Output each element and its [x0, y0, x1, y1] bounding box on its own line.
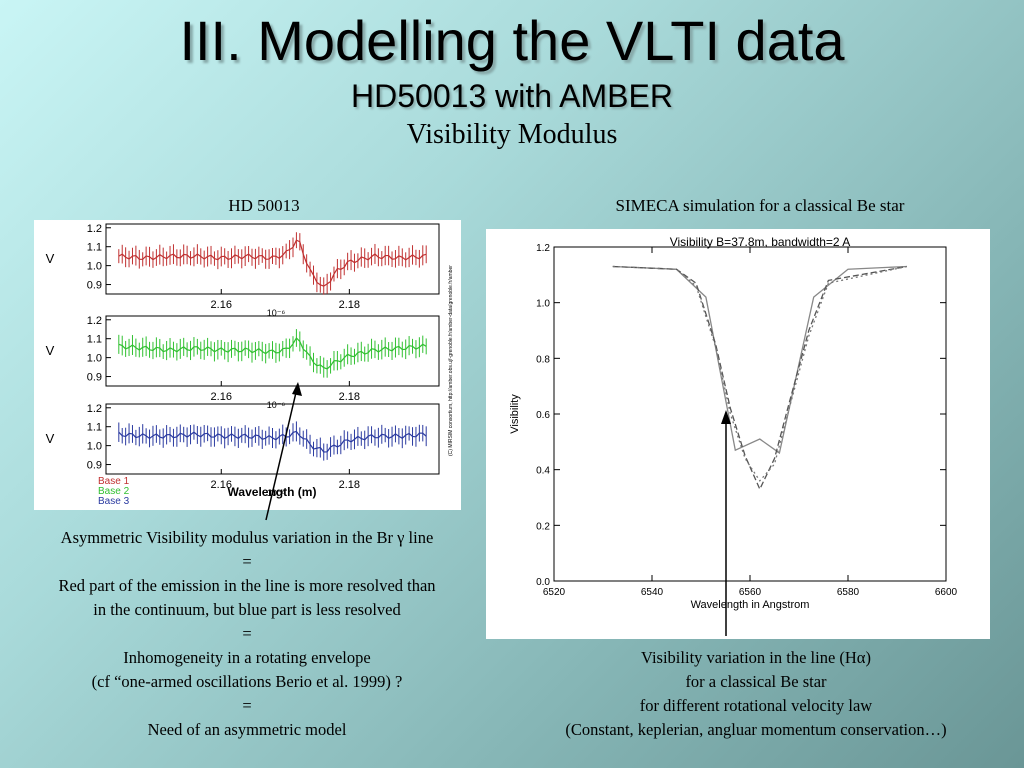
- plot-frame: [553, 246, 947, 582]
- series-line-dash: [612, 265, 907, 491]
- left-caption: Asymmetric Visibility modulus variation …: [4, 526, 490, 742]
- y-tick-label: 0.6: [536, 410, 550, 421]
- slide-title: III. Modelling the VLTI data: [179, 9, 845, 72]
- y-tick-label: 1.0: [536, 299, 550, 310]
- y-tick-label: 1.2: [536, 243, 550, 254]
- caption-line: Red part of the emission in the line is …: [58, 576, 436, 595]
- y-axis-label: V: [46, 251, 55, 266]
- x-tick-label: 6560: [739, 587, 762, 598]
- series-line: [118, 336, 427, 370]
- slide-subtitle: HD50013 with AMBER: [351, 78, 673, 114]
- x-tick-label: 6580: [837, 587, 860, 598]
- caption-line: Need of an asymmetric model: [147, 720, 347, 739]
- left-panel-label: HD 50013: [228, 196, 300, 215]
- caption-line: =: [242, 624, 252, 643]
- right-caption: Visibility variation in the line (Hα) for…: [506, 646, 1006, 742]
- x-tick-label: 2.16: [211, 299, 232, 311]
- simeca-visibility-chart: Visibility B=37.8m, bandwidth=2 A 0.0 0.2 0…: [509, 235, 958, 611]
- x-tick-label: 2.18: [339, 299, 360, 311]
- y-tick-label: 1.1: [87, 422, 102, 434]
- y-tick-label: 0.9: [87, 372, 102, 384]
- caption-line: in the continuum, but blue part is less …: [93, 600, 401, 619]
- y-tick-label: 0.0: [536, 577, 550, 588]
- series-line-dot: [612, 265, 907, 482]
- y-axis-label: Visibility: [509, 394, 521, 434]
- y-tick-label: 0.9: [87, 460, 102, 472]
- legend-entry: Base 3: [98, 496, 130, 507]
- x-multiplier: 10⁻⁶: [267, 400, 286, 410]
- y-tick-label: 1.1: [87, 242, 102, 254]
- y-tick-label: 0.8: [536, 354, 550, 365]
- y-tick-label: 1.2: [87, 403, 102, 415]
- caption-line: =: [242, 552, 252, 571]
- y-tick-label: 1.2: [87, 223, 102, 235]
- left-chart-panel: 1.2 1.1 1.0 0.9 V 2.16 2.18 10⁻⁶ 1.2 1.1 1.0 0.9 V 2.…: [34, 220, 461, 510]
- y-tick-label: 1.0: [87, 353, 102, 365]
- right-panel-label: SIMECA simulation for a classical Be sta…: [615, 196, 905, 215]
- x-tick-label: 2.18: [339, 479, 360, 491]
- chart-title: Visibility B=37.8m, bandwidth=2 A: [670, 235, 851, 249]
- caption-line: =: [242, 696, 252, 715]
- y-tick-label: 0.2: [536, 521, 550, 532]
- caption-line: Inhomogeneity in a rotating envelope: [123, 648, 371, 667]
- y-tick-label: 1.2: [87, 315, 102, 327]
- x-tick-label: 6520: [543, 587, 566, 598]
- x-tick-label: 2.16: [211, 479, 232, 491]
- y-axis-label: V: [46, 343, 55, 358]
- y-tick-label: 1.1: [87, 334, 102, 346]
- section-heading: Visibility Modulus: [406, 119, 618, 150]
- y-tick-label: 0.9: [87, 280, 102, 292]
- x-axis-label: Wavelength (m): [228, 485, 317, 499]
- legend-entry: Base 2: [98, 486, 130, 497]
- x-tick-label: 2.16: [211, 391, 232, 403]
- copyright-side-text: (C) MIRSIM consortium, http://amber.obs.…: [448, 265, 454, 456]
- caption-line: (cf “one-armed oscillations Berio et al.…: [91, 672, 403, 691]
- caption-line: Visibility variation in the line (Hα): [641, 648, 871, 667]
- x-tick-label: 6540: [641, 587, 664, 598]
- caption-line: for different rotational velocity law: [639, 696, 873, 715]
- caption-line: Asymmetric Visibility modulus variation …: [60, 528, 434, 547]
- amber-visibility-chart: 1.2 1.1 1.0 0.9 V 2.16 2.18 10⁻⁶ 1.2 1.1 1.0 0.9 V 2.…: [46, 223, 454, 507]
- caption-line: (Constant, keplerian, angluar momentum c…: [565, 720, 947, 739]
- x-multiplier: 10⁻⁶: [267, 308, 286, 318]
- x-tick-label: 2.18: [339, 391, 360, 403]
- y-axis-label: V: [46, 431, 55, 446]
- series-line-solid: [612, 265, 907, 455]
- x-tick-label: 6600: [935, 587, 958, 598]
- series-line: [118, 239, 427, 287]
- subplot-frame: [105, 223, 440, 295]
- y-tick-label: 1.0: [87, 441, 102, 453]
- x-axis-label: Wavelength in Angstrom: [691, 599, 810, 611]
- y-tick-label: 0.4: [536, 466, 550, 477]
- legend-entry: Base 1: [98, 476, 130, 487]
- y-tick-label: 1.0: [87, 261, 102, 273]
- caption-line: for a classical Be star: [685, 672, 827, 691]
- right-chart-panel: Visibility B=37.8m, bandwidth=2 A 0.0 0.2 0…: [486, 229, 990, 639]
